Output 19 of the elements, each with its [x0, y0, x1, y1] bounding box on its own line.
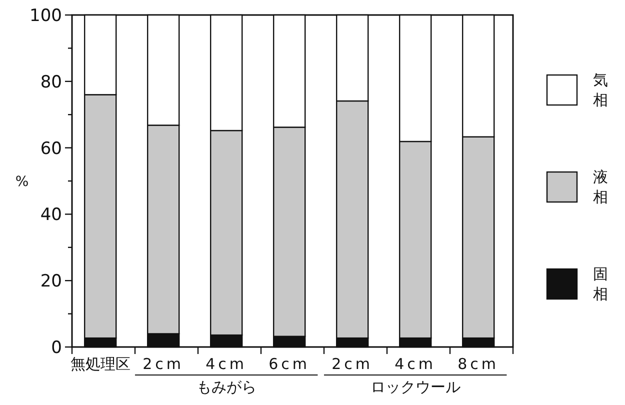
y-tick-label: 100	[30, 6, 62, 26]
text: ロックウール	[370, 378, 460, 396]
x-tick-label: 無処理区	[70, 355, 130, 373]
x-tick-label: 4cm	[394, 355, 436, 373]
legend-label: 液相	[593, 168, 608, 206]
legend-label: 気相	[593, 71, 608, 109]
y-tick-label: 40	[40, 205, 62, 226]
x-tick-label: 2cm	[142, 355, 184, 373]
y-axis-title: %	[15, 174, 29, 190]
y-tick-label: 80	[40, 72, 62, 92]
legend-label: 固相	[593, 265, 608, 303]
x-tick-label: 8cm	[458, 355, 500, 373]
x-tick-label: 6cm	[268, 355, 310, 373]
x-tick-label: 4cm	[206, 355, 248, 373]
y-tick-label: 20	[40, 272, 62, 292]
x-tick-label: 2cm	[332, 355, 374, 373]
text: もみがら	[196, 378, 256, 396]
y-tick-label: 60	[40, 138, 62, 159]
y-tick-label: 0	[51, 338, 62, 358]
